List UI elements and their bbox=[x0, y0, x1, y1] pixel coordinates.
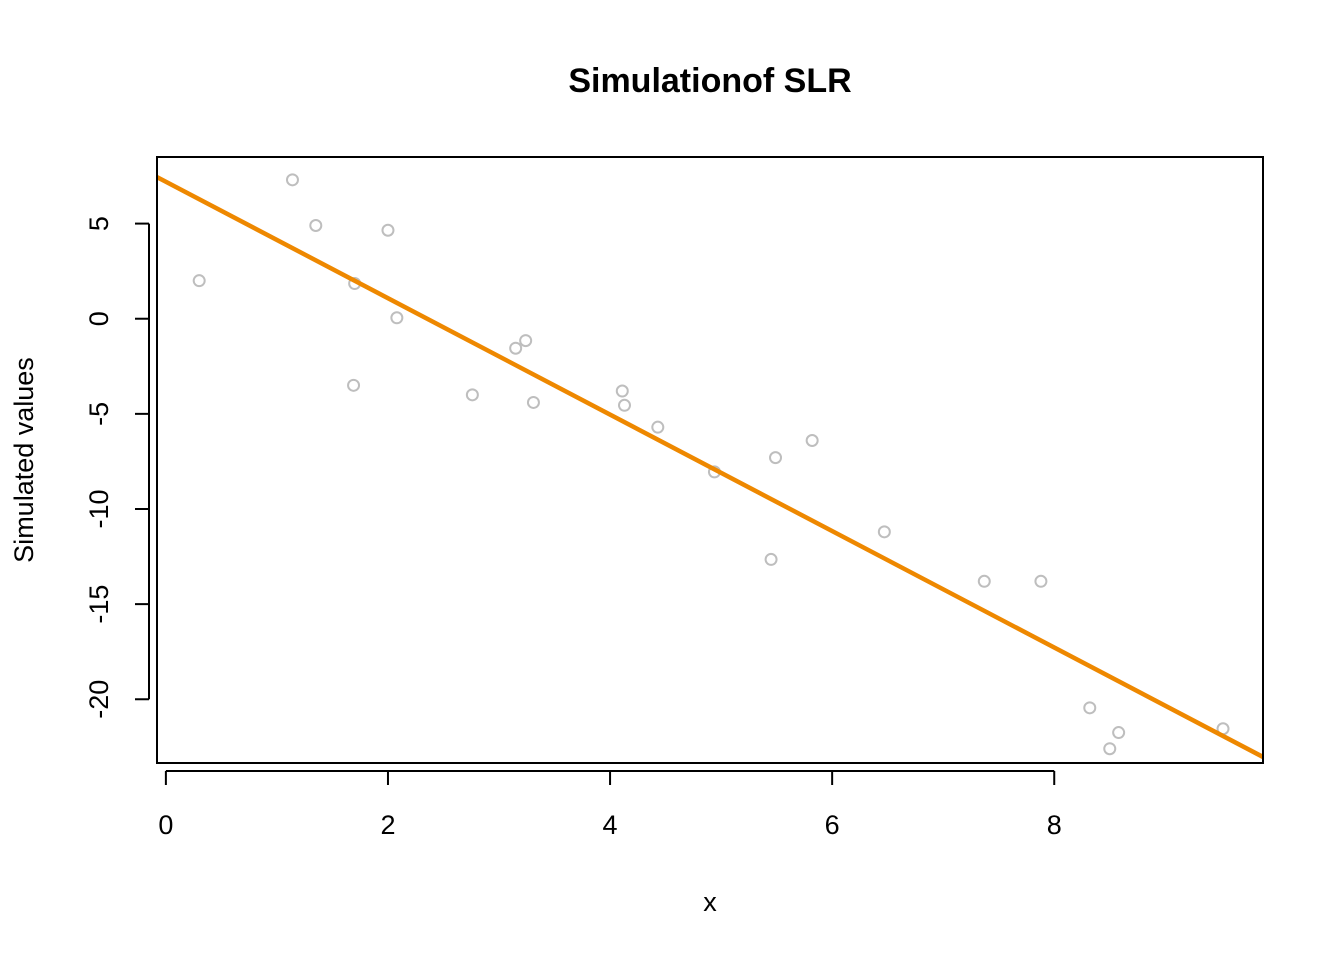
x-tick-label: 2 bbox=[380, 810, 395, 840]
y-tick-label: -5 bbox=[84, 402, 114, 426]
y-axis: -20 -15 -10 -5 0 5 bbox=[84, 216, 150, 719]
regression-line bbox=[157, 175, 1263, 759]
data-point bbox=[526, 395, 540, 409]
data-point bbox=[769, 451, 783, 465]
data-point bbox=[877, 525, 891, 539]
data-point bbox=[347, 378, 361, 392]
data-point bbox=[615, 384, 629, 398]
data-point bbox=[617, 398, 631, 412]
y-tick-label: -10 bbox=[84, 489, 114, 528]
x-tick-label: 4 bbox=[603, 810, 618, 840]
data-point bbox=[309, 218, 323, 232]
data-point bbox=[390, 311, 404, 325]
x-tick-label: 0 bbox=[158, 810, 173, 840]
y-tick-label: 5 bbox=[84, 216, 114, 231]
data-point bbox=[509, 341, 523, 355]
plot-frame bbox=[156, 156, 1264, 764]
y-tick-label: -15 bbox=[84, 585, 114, 624]
data-point bbox=[519, 334, 533, 348]
y-tick-label: 0 bbox=[84, 311, 114, 326]
x-axis: 0 2 4 6 8 bbox=[158, 770, 1062, 840]
data-point bbox=[285, 173, 299, 187]
data-point bbox=[1103, 742, 1117, 756]
y-axis-label: Simulated values bbox=[9, 357, 39, 563]
chart-title: Simulationof SLR bbox=[568, 62, 851, 100]
data-point bbox=[977, 574, 991, 588]
x-axis-label: x bbox=[703, 887, 717, 917]
x-tick-label: 8 bbox=[1047, 810, 1062, 840]
data-point bbox=[465, 388, 479, 402]
data-point bbox=[381, 223, 395, 237]
data-point bbox=[1083, 701, 1097, 715]
data-point bbox=[1112, 726, 1126, 740]
x-tick-label: 6 bbox=[825, 810, 840, 840]
data-point bbox=[764, 552, 778, 566]
y-tick-label: -20 bbox=[84, 680, 114, 719]
data-point bbox=[651, 420, 665, 434]
plot-area bbox=[157, 173, 1263, 759]
data-point bbox=[805, 433, 819, 447]
data-point bbox=[1034, 574, 1048, 588]
data-point bbox=[192, 274, 206, 288]
